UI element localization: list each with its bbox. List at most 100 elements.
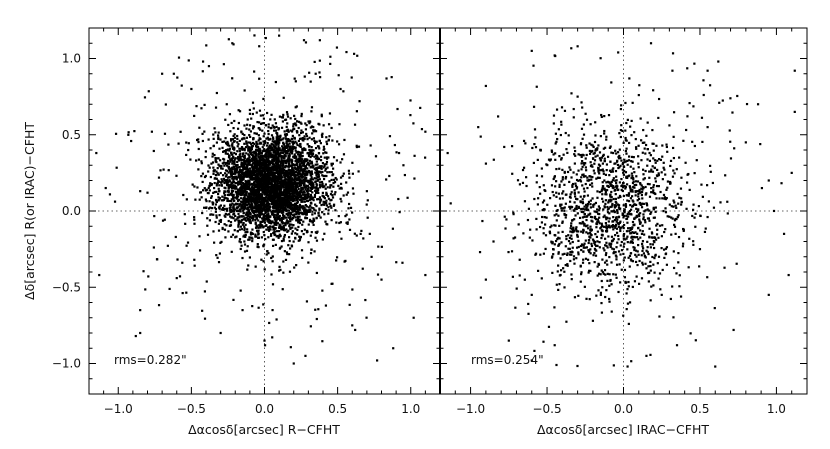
data-point xyxy=(249,198,252,201)
data-point xyxy=(301,179,304,182)
data-point xyxy=(269,161,272,164)
data-point xyxy=(218,214,221,217)
data-point xyxy=(256,197,259,200)
data-point xyxy=(274,194,277,197)
data-point xyxy=(253,163,257,166)
data-point xyxy=(230,203,233,206)
data-point xyxy=(274,161,278,165)
data-point xyxy=(266,217,269,221)
data-point xyxy=(300,187,303,190)
data-point xyxy=(281,202,284,205)
data-point xyxy=(538,185,541,189)
data-point xyxy=(270,170,273,173)
data-point xyxy=(584,162,587,165)
data-point xyxy=(266,159,269,162)
data-point xyxy=(332,178,335,181)
data-point xyxy=(238,149,241,153)
data-point xyxy=(276,133,279,136)
data-point xyxy=(294,122,297,125)
data-point xyxy=(242,209,245,212)
data-point xyxy=(296,201,299,205)
data-point xyxy=(309,179,312,182)
data-point xyxy=(267,132,270,136)
data-point xyxy=(272,151,275,154)
data-point xyxy=(293,198,296,201)
data-point xyxy=(310,125,314,128)
data-point xyxy=(251,153,254,157)
data-point xyxy=(270,202,273,206)
data-point xyxy=(277,192,280,195)
data-point xyxy=(607,220,610,223)
data-point xyxy=(274,179,277,182)
data-point xyxy=(322,186,325,189)
data-point xyxy=(108,193,112,196)
data-point xyxy=(247,218,250,221)
data-point xyxy=(261,175,264,178)
data-point xyxy=(313,195,317,199)
data-point xyxy=(255,206,258,210)
data-point xyxy=(315,174,318,177)
data-point xyxy=(581,160,584,163)
data-point xyxy=(657,236,660,239)
data-point xyxy=(277,170,280,173)
data-point xyxy=(613,206,616,209)
data-point xyxy=(314,130,318,133)
data-point xyxy=(310,110,313,113)
data-point xyxy=(317,188,320,192)
data-point xyxy=(564,245,567,248)
data-point xyxy=(243,196,246,200)
data-point xyxy=(231,145,234,148)
data-point xyxy=(225,149,228,152)
data-point xyxy=(290,232,293,235)
data-point xyxy=(254,222,257,225)
data-point xyxy=(251,207,254,210)
data-point xyxy=(243,164,246,167)
data-point xyxy=(287,179,291,182)
data-point xyxy=(238,204,241,207)
data-point xyxy=(359,232,362,235)
data-point xyxy=(303,228,306,231)
data-point xyxy=(217,137,220,141)
data-point xyxy=(232,146,235,149)
data-point xyxy=(259,152,262,155)
data-point xyxy=(259,160,262,163)
data-point xyxy=(308,182,311,186)
data-point xyxy=(254,221,257,224)
data-point xyxy=(256,245,259,248)
data-point xyxy=(607,235,610,238)
data-point xyxy=(255,191,258,194)
data-point xyxy=(263,178,266,181)
data-point xyxy=(325,193,328,197)
data-point xyxy=(197,147,200,151)
data-point xyxy=(280,221,283,224)
data-point xyxy=(315,182,318,186)
data-point xyxy=(294,160,297,163)
data-point xyxy=(233,185,237,189)
data-point xyxy=(272,138,275,141)
data-point xyxy=(225,197,228,200)
data-point xyxy=(205,200,208,203)
data-point xyxy=(214,210,217,213)
data-point xyxy=(288,223,291,226)
data-point xyxy=(671,217,674,220)
data-point xyxy=(592,169,595,172)
data-point xyxy=(251,176,254,179)
data-point xyxy=(618,132,621,135)
data-point xyxy=(322,166,325,169)
data-point xyxy=(243,193,246,196)
data-point xyxy=(264,155,267,158)
data-point xyxy=(242,167,245,170)
data-point xyxy=(304,41,308,44)
data-point xyxy=(634,231,637,234)
data-point xyxy=(325,160,329,164)
data-point xyxy=(232,134,235,138)
data-point xyxy=(296,207,299,210)
data-point xyxy=(345,50,348,54)
data-point xyxy=(246,214,250,218)
data-point xyxy=(252,211,256,214)
data-point xyxy=(212,213,215,216)
data-point xyxy=(268,161,271,164)
data-point xyxy=(265,204,268,207)
data-point xyxy=(332,173,335,176)
data-point xyxy=(648,159,652,162)
